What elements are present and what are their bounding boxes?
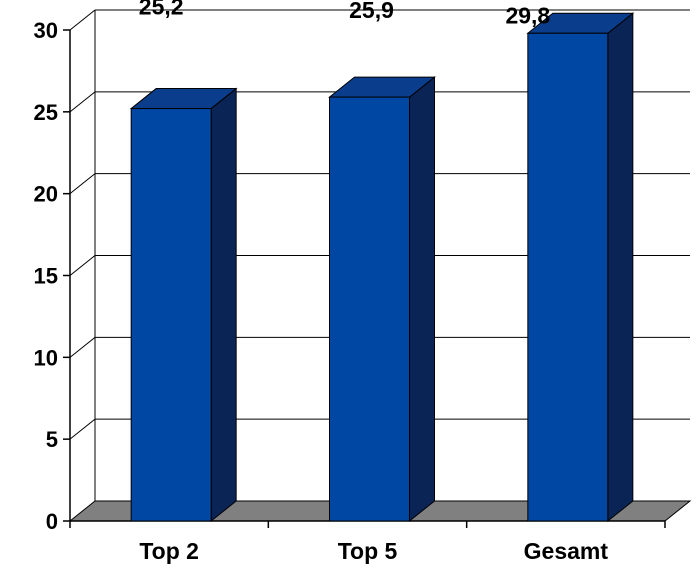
x-tick-label: Top 2 [139, 538, 199, 564]
gridline-side [69, 255, 96, 276]
data-labels: 25,2 25,9 29,8 [139, 0, 551, 28]
bar [329, 96, 410, 522]
data-label: 29,8 [505, 2, 550, 28]
bar [527, 32, 609, 522]
gridline-side [69, 418, 96, 440]
gridline-side [69, 91, 96, 113]
y-tick-label: 5 [46, 427, 58, 452]
bar-side [210, 87, 237, 523]
x-tick-label: Top 5 [338, 538, 398, 564]
bar-side [607, 12, 634, 523]
bar-side [409, 76, 435, 523]
x-tick-label: Gesamt [524, 538, 609, 564]
y-tick-label: 30 [34, 18, 58, 43]
gridline-side [69, 9, 96, 31]
data-label: 25,2 [139, 0, 184, 20]
y-tick-label: 0 [46, 509, 58, 534]
gridline-side [69, 173, 96, 195]
bar [130, 108, 212, 522]
y-tick-label: 10 [34, 345, 58, 370]
bars [129, 12, 635, 523]
y-tick-label: 25 [34, 100, 58, 125]
gridline-side [69, 336, 96, 358]
y-tick-label: 15 [34, 264, 58, 289]
y-tick-label: 20 [34, 182, 58, 207]
x-axis-labels: Top 2 Top 5 Gesamt [139, 538, 608, 564]
data-label: 25,9 [349, 0, 394, 23]
